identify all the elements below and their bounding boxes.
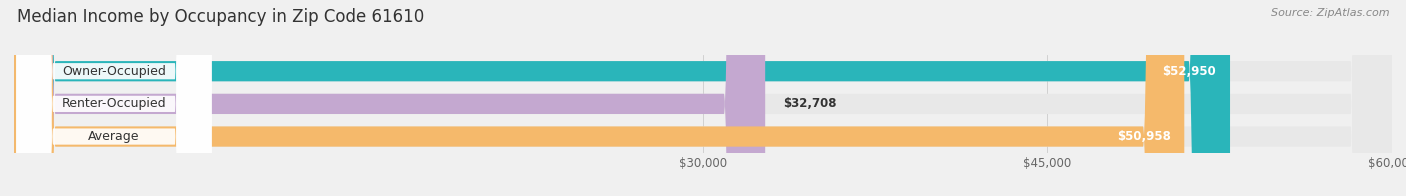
Text: Average: Average bbox=[89, 130, 139, 143]
Text: Renter-Occupied: Renter-Occupied bbox=[62, 97, 166, 110]
Text: $52,950: $52,950 bbox=[1163, 65, 1216, 78]
FancyBboxPatch shape bbox=[14, 0, 1184, 196]
FancyBboxPatch shape bbox=[17, 0, 211, 196]
Text: $50,958: $50,958 bbox=[1116, 130, 1171, 143]
FancyBboxPatch shape bbox=[14, 0, 765, 196]
FancyBboxPatch shape bbox=[14, 0, 1230, 196]
FancyBboxPatch shape bbox=[14, 0, 1392, 196]
Text: Median Income by Occupancy in Zip Code 61610: Median Income by Occupancy in Zip Code 6… bbox=[17, 8, 425, 26]
Text: Source: ZipAtlas.com: Source: ZipAtlas.com bbox=[1271, 8, 1389, 18]
Text: $32,708: $32,708 bbox=[783, 97, 837, 110]
Text: Owner-Occupied: Owner-Occupied bbox=[62, 65, 166, 78]
FancyBboxPatch shape bbox=[17, 0, 211, 196]
FancyBboxPatch shape bbox=[17, 0, 211, 196]
FancyBboxPatch shape bbox=[14, 0, 1392, 196]
FancyBboxPatch shape bbox=[14, 0, 1392, 196]
